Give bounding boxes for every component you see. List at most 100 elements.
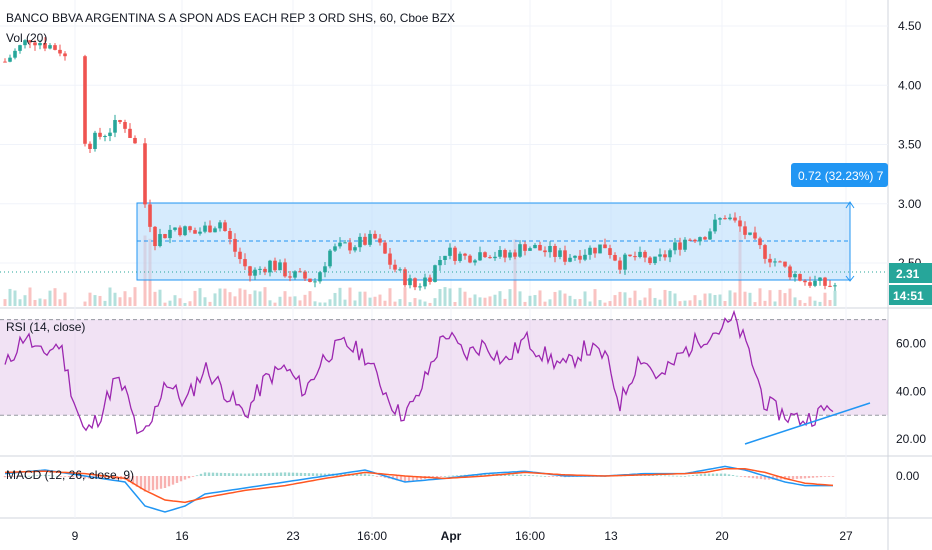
last-price-value: 2.31 xyxy=(896,267,920,281)
rsi-axis[interactable]: 60.00 40.00 20.00 xyxy=(896,337,926,447)
candle-body xyxy=(613,255,617,261)
macd-hist-bar xyxy=(195,475,199,477)
macd-hist-bar xyxy=(791,476,795,480)
macd-hist-bar xyxy=(431,476,435,478)
macd-hist-bar xyxy=(71,476,75,478)
volume-bar xyxy=(433,298,437,306)
macd-hist-bar xyxy=(815,476,819,478)
macd-hist-bar xyxy=(211,472,215,476)
candle-body xyxy=(758,238,762,246)
macd-hist-bar xyxy=(455,475,459,477)
volume-bar xyxy=(348,287,352,306)
volume-bar xyxy=(778,289,782,306)
price-tick: 4.50 xyxy=(898,19,922,33)
volume-bar xyxy=(183,302,187,306)
volume-bar xyxy=(638,300,642,306)
candle-body xyxy=(478,252,482,261)
price-axis[interactable]: 4.504.003.503.002.50 xyxy=(898,19,922,270)
candle-body xyxy=(213,228,217,233)
macd-hist-bar xyxy=(171,476,175,485)
volume-bar xyxy=(38,298,42,306)
macd-hist-bar xyxy=(735,475,739,477)
volume-bar xyxy=(173,295,177,306)
macd-hist-bar xyxy=(287,472,291,476)
volume-bar xyxy=(603,302,607,306)
candle-body xyxy=(618,260,622,270)
volume-bar xyxy=(428,302,432,306)
candle-body xyxy=(648,257,652,264)
macd-hist-bar xyxy=(255,473,259,476)
volume-bar xyxy=(823,292,827,306)
candle-body xyxy=(658,254,662,257)
candle-body xyxy=(793,274,797,278)
candle-body xyxy=(318,272,322,282)
volume-bar xyxy=(563,293,567,306)
volume-bar xyxy=(238,288,242,306)
macd-hist-bar xyxy=(519,474,523,476)
macd-hist-bar xyxy=(267,472,271,476)
volume-bar xyxy=(363,291,367,306)
range-box[interactable] xyxy=(136,202,851,281)
macd-hist-bar xyxy=(315,473,319,476)
time-tick: 16:00 xyxy=(515,529,545,543)
macd-hist-bar xyxy=(691,475,695,476)
volume-bar xyxy=(388,288,392,306)
macd-hist-bar xyxy=(247,473,251,476)
volume-bar xyxy=(728,290,732,306)
volume-bar xyxy=(503,298,507,306)
volume-bar xyxy=(438,289,442,306)
candle-body xyxy=(678,242,682,250)
volume-bar xyxy=(598,300,602,306)
volume-bar xyxy=(748,292,752,306)
measure-label-bg xyxy=(791,163,888,187)
macd-axis[interactable]: 0.00 xyxy=(896,469,920,483)
volume-bar xyxy=(178,298,182,306)
volume-bar xyxy=(268,300,272,306)
candle-body xyxy=(628,254,632,257)
volume-bar xyxy=(793,297,797,306)
candle-body xyxy=(563,250,567,262)
volume-bar xyxy=(708,293,712,306)
volume-bar xyxy=(808,296,812,306)
candle-body xyxy=(693,239,697,242)
volume-bar xyxy=(228,292,232,306)
macd-hist-bar xyxy=(67,476,71,477)
candle-body xyxy=(83,56,87,144)
macd-hist-bar xyxy=(527,475,531,476)
volume-bar xyxy=(573,299,577,306)
candle-body xyxy=(568,257,572,262)
time-tick: 13 xyxy=(604,529,618,543)
candle-body xyxy=(778,261,782,263)
macd-hist-bar xyxy=(183,476,187,480)
candle-body xyxy=(343,242,347,244)
rsi-trendline[interactable] xyxy=(744,402,871,445)
macd-hist-bar xyxy=(523,474,527,476)
candle-body xyxy=(143,143,147,205)
volume-bar xyxy=(153,291,157,306)
volume-bar xyxy=(63,292,67,306)
macd-hist-bar xyxy=(3,476,7,478)
macd-hist-bar xyxy=(191,476,195,477)
macd-hist-bar xyxy=(755,476,759,479)
macd-hist-bar xyxy=(647,474,651,476)
candle-body xyxy=(363,236,367,245)
macd-hist-bar xyxy=(207,472,211,476)
candle-body xyxy=(18,45,22,51)
macd-hist-bar xyxy=(219,472,223,476)
candle-body xyxy=(523,244,527,251)
range-arrow-down-icon xyxy=(845,275,855,282)
volume-bar xyxy=(803,302,807,306)
candle-body xyxy=(13,50,17,58)
macd-hist-bar xyxy=(795,476,799,479)
macd-hist-bar xyxy=(399,476,403,482)
volume-bar xyxy=(658,299,662,306)
volume-bar xyxy=(413,298,417,306)
macd-hist-bar xyxy=(715,473,719,476)
time-axis[interactable]: 9 16 23 16:00 Apr 16:00 13 20 27 xyxy=(72,529,853,543)
candle-body xyxy=(323,266,327,273)
volume-bar xyxy=(763,300,767,306)
volume-bar xyxy=(408,302,412,306)
candle-body xyxy=(58,49,62,54)
macd-hist-bar xyxy=(355,473,359,476)
